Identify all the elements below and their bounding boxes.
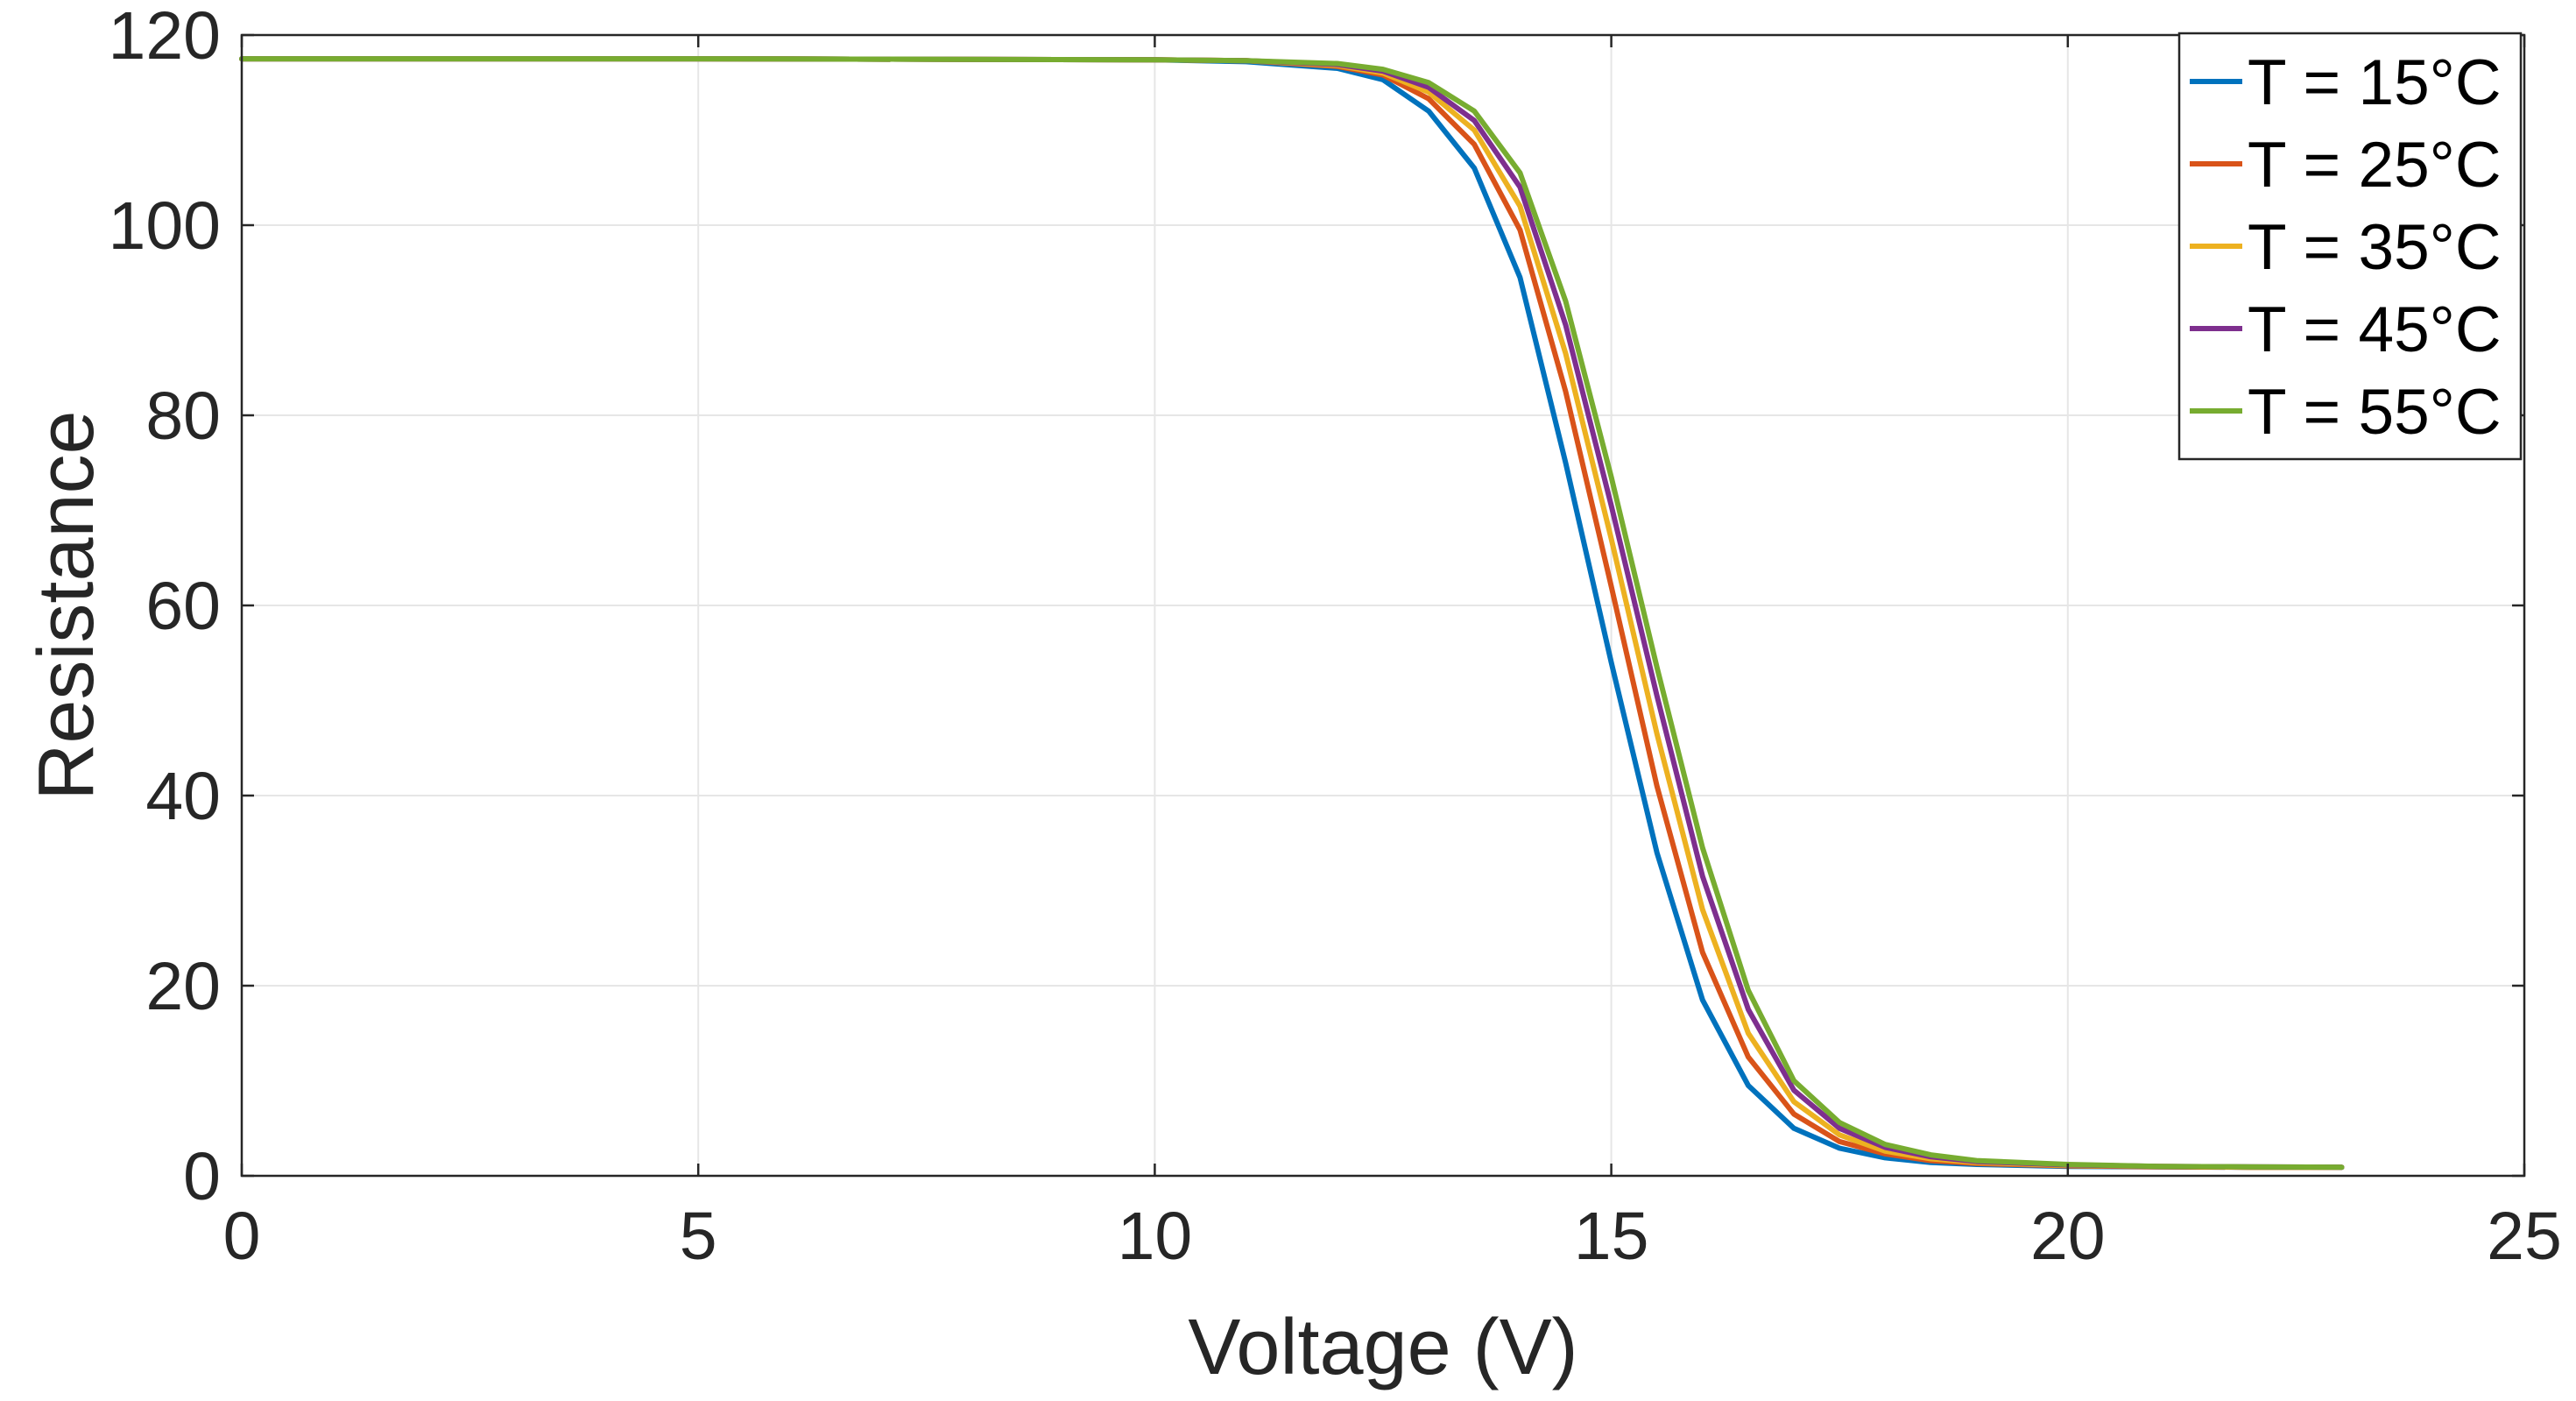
series-line-5 bbox=[239, 56, 2345, 1171]
y-tick-label: 120 bbox=[109, 0, 221, 74]
y-tick-label: 60 bbox=[145, 569, 221, 644]
y-tick-label: 100 bbox=[109, 188, 221, 264]
legend: T = 15°C T = 25°C T = 35°C T = 45°C T = 55°C bbox=[2177, 32, 2523, 461]
x-tick-label: 5 bbox=[680, 1199, 717, 1274]
legend-label-3: T = 35°C bbox=[2248, 212, 2502, 283]
y-tick-label: 0 bbox=[183, 1139, 221, 1214]
x-tick-label: 0 bbox=[223, 1199, 261, 1274]
x-tick-label: 15 bbox=[1574, 1199, 1649, 1274]
legend-label-2: T = 25°C bbox=[2248, 130, 2502, 201]
y-tick-label: 40 bbox=[145, 759, 221, 834]
y-axis-label: Resistance bbox=[23, 410, 110, 800]
legend-label-5: T = 55°C bbox=[2248, 377, 2502, 448]
legend-label-1: T = 15°C bbox=[2248, 47, 2502, 118]
y-tick-label: 80 bbox=[145, 379, 221, 454]
x-tick-label: 20 bbox=[2030, 1199, 2106, 1274]
axes bbox=[240, 33, 2526, 1178]
x-tick-label: 25 bbox=[2487, 1199, 2562, 1274]
x-axis-label: Voltage (V) bbox=[1188, 1304, 1577, 1391]
y-tick-label: 20 bbox=[145, 949, 221, 1024]
x-tick-label: 10 bbox=[1118, 1199, 1193, 1274]
legend-label-4: T = 45°C bbox=[2248, 294, 2502, 365]
tick-labels: 0 5 10 15 20 25 0 20 40 60 80 100 120 bbox=[109, 0, 2562, 1274]
series-lines bbox=[239, 56, 2345, 1171]
